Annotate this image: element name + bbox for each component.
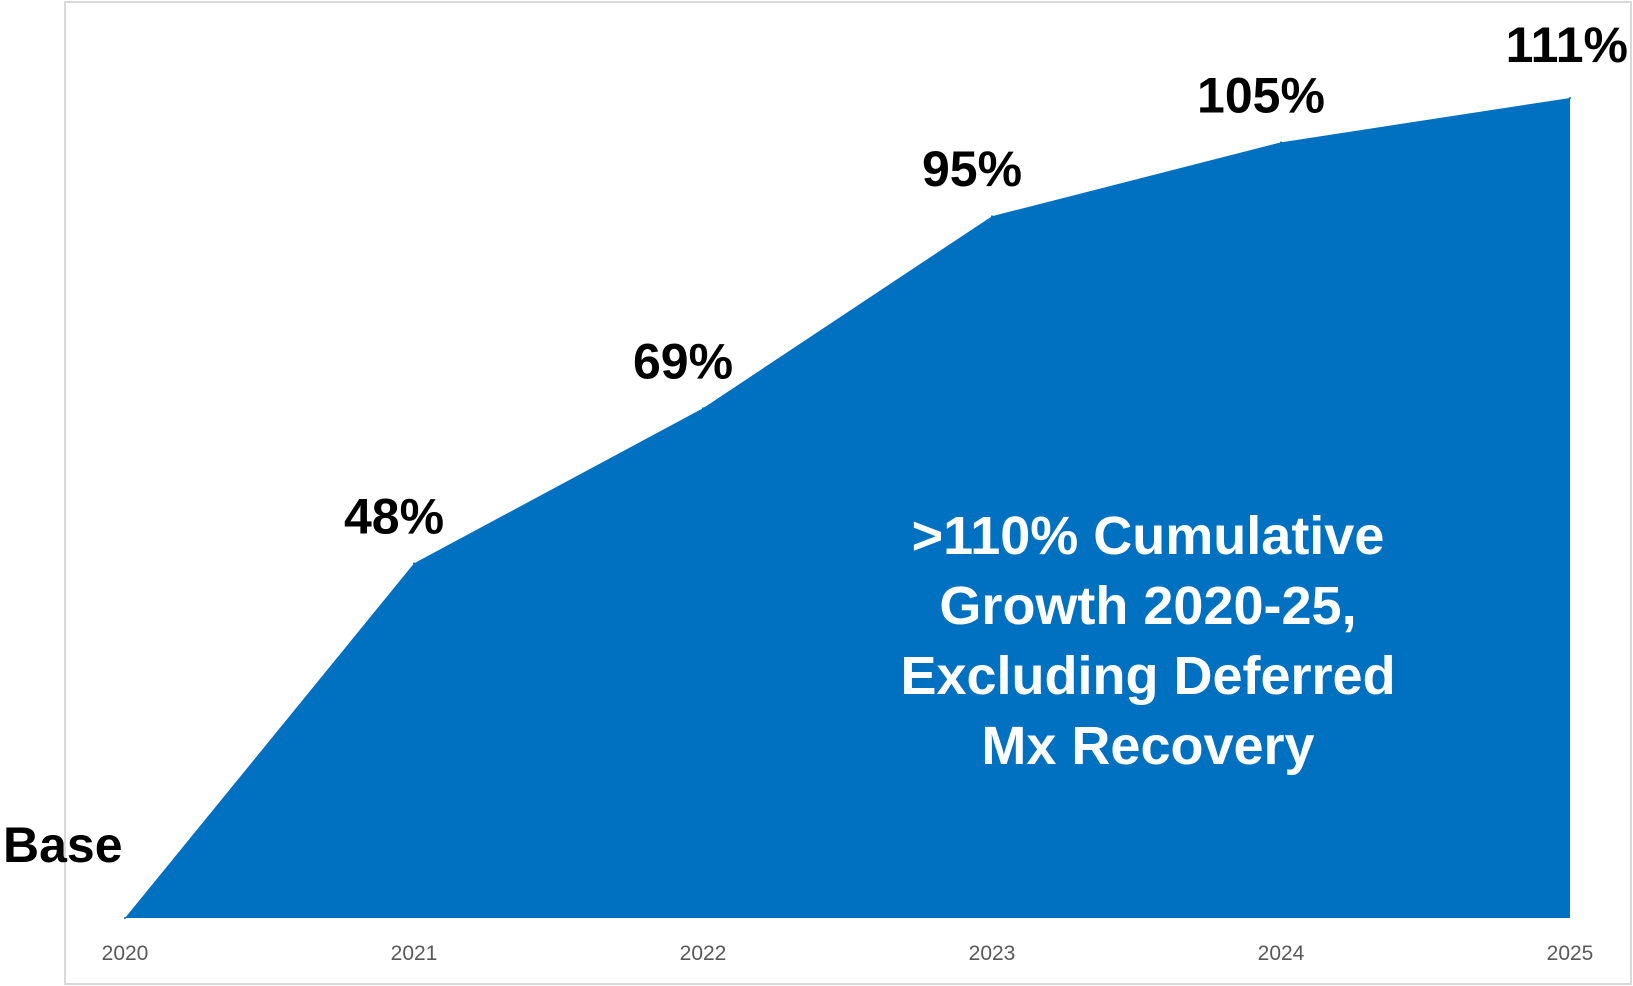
x-tick-label-2022: 2022: [680, 942, 727, 965]
data-point-2025: [1569, 97, 1571, 99]
data-label-2024: 105%: [1197, 67, 1325, 123]
x-tick-label-2023: 2023: [969, 942, 1016, 965]
annotation: >110% Cumulative Growth 2020-25, Excluding…: [900, 506, 1395, 776]
data-label-2020: Base: [3, 817, 123, 873]
data-labels: Base 48% 69% 95% 105% 111%: [3, 17, 1628, 873]
annotation-line-1: >110% Cumulative: [912, 506, 1385, 566]
data-label-2025: 111%: [1506, 17, 1628, 73]
area-layer: [124, 97, 1571, 919]
x-tick-label-2024: 2024: [1258, 942, 1305, 965]
data-point-2024: [1280, 141, 1282, 144]
x-axis: 2020 2021 2022 2023 2024 2025: [102, 942, 1594, 965]
x-tick-label-2025: 2025: [1547, 942, 1594, 965]
data-point-2022: [702, 407, 704, 410]
data-point-2020: [124, 917, 126, 919]
x-tick-label-2021: 2021: [391, 942, 438, 965]
x-tick-label-2020: 2020: [102, 942, 149, 965]
annotation-line-4: Mx Recovery: [981, 716, 1314, 776]
annotation-line-2: Growth 2020-25,: [939, 576, 1356, 636]
data-label-2021: 48%: [344, 488, 444, 544]
annotation-line-3: Excluding Deferred: [900, 646, 1395, 706]
data-point-2021: [413, 562, 415, 565]
plot-frame: [64, 1, 1632, 985]
data-point-2023: [991, 215, 993, 218]
growth-area: [125, 98, 1570, 918]
data-label-2022: 69%: [633, 333, 733, 389]
data-label-2023: 95%: [922, 141, 1022, 197]
